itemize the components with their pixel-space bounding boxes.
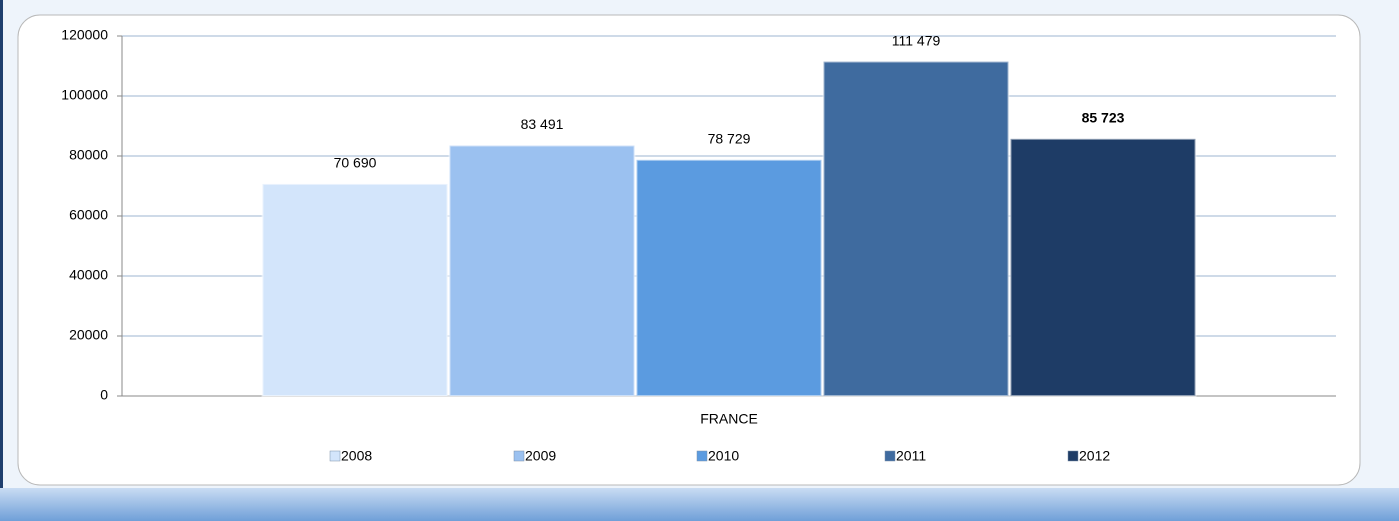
legend-label: 2008 <box>341 448 372 464</box>
value-label: 83 491 <box>521 116 564 132</box>
bar <box>1009 137 1197 397</box>
value-label: 70 690 <box>334 155 377 171</box>
y-tick-label: 100000 <box>61 87 108 103</box>
legend-swatch <box>1067 450 1079 462</box>
y-tick-label: 80000 <box>69 147 108 163</box>
legend-swatch <box>696 450 708 462</box>
x-tick-label: FRANCE <box>700 411 758 427</box>
legend-label: 2010 <box>708 448 739 464</box>
y-tick-label: 120000 <box>61 27 108 43</box>
value-label: 78 729 <box>708 131 751 147</box>
bottom-band <box>0 488 1399 521</box>
y-tick-label: 0 <box>100 387 108 403</box>
left-border <box>0 0 3 490</box>
value-label: 111 479 <box>892 32 941 48</box>
bar <box>635 158 823 397</box>
legend-swatch <box>513 450 525 462</box>
bar <box>448 144 636 397</box>
y-tick-label: 20000 <box>69 327 108 343</box>
value-label: 85 723 <box>1082 110 1125 126</box>
legend-swatch <box>329 450 341 462</box>
bar <box>822 60 1010 398</box>
legend-label: 2012 <box>1079 448 1110 464</box>
y-tick-label: 60000 <box>69 207 108 223</box>
legend-label: 2011 <box>896 448 926 464</box>
bar <box>261 182 449 397</box>
legend-label: 2009 <box>525 448 556 464</box>
y-tick-label: 40000 <box>69 267 108 283</box>
legend-swatch <box>884 450 896 462</box>
